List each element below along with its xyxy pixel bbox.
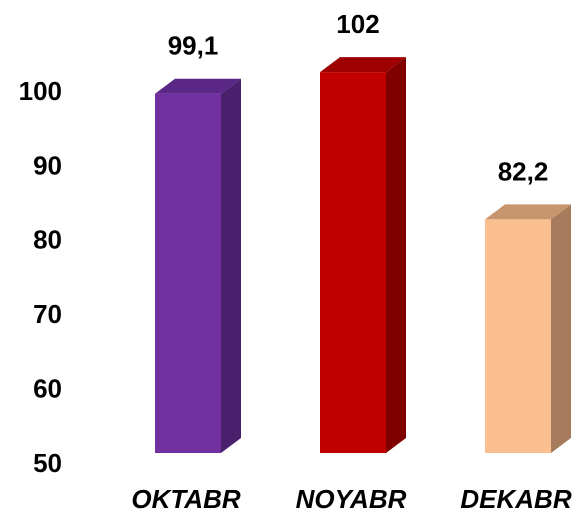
bar-top: [485, 204, 571, 220]
y-tick-label: 50: [33, 448, 62, 478]
bar-side: [386, 57, 406, 454]
x-tick-label: OKTABR: [131, 484, 241, 514]
bar-top: [320, 57, 406, 73]
bar: [155, 93, 221, 454]
y-tick-label: 100: [19, 76, 62, 106]
y-tick-label: 60: [33, 373, 62, 403]
bar-side: [551, 204, 571, 453]
bar: [485, 219, 551, 453]
y-tick-label: 80: [33, 225, 62, 255]
value-label: 102: [336, 9, 379, 39]
value-label: 82,2: [498, 156, 549, 186]
x-tick-label: NOYABR: [296, 484, 407, 514]
y-tick-label: 90: [33, 150, 62, 180]
bar: [320, 72, 386, 454]
value-label: 99,1: [168, 31, 219, 61]
y-tick-label: 70: [33, 299, 62, 329]
x-tick-label: DEKABR: [460, 484, 571, 514]
bar-side: [221, 78, 241, 454]
bar-top: [155, 78, 241, 94]
